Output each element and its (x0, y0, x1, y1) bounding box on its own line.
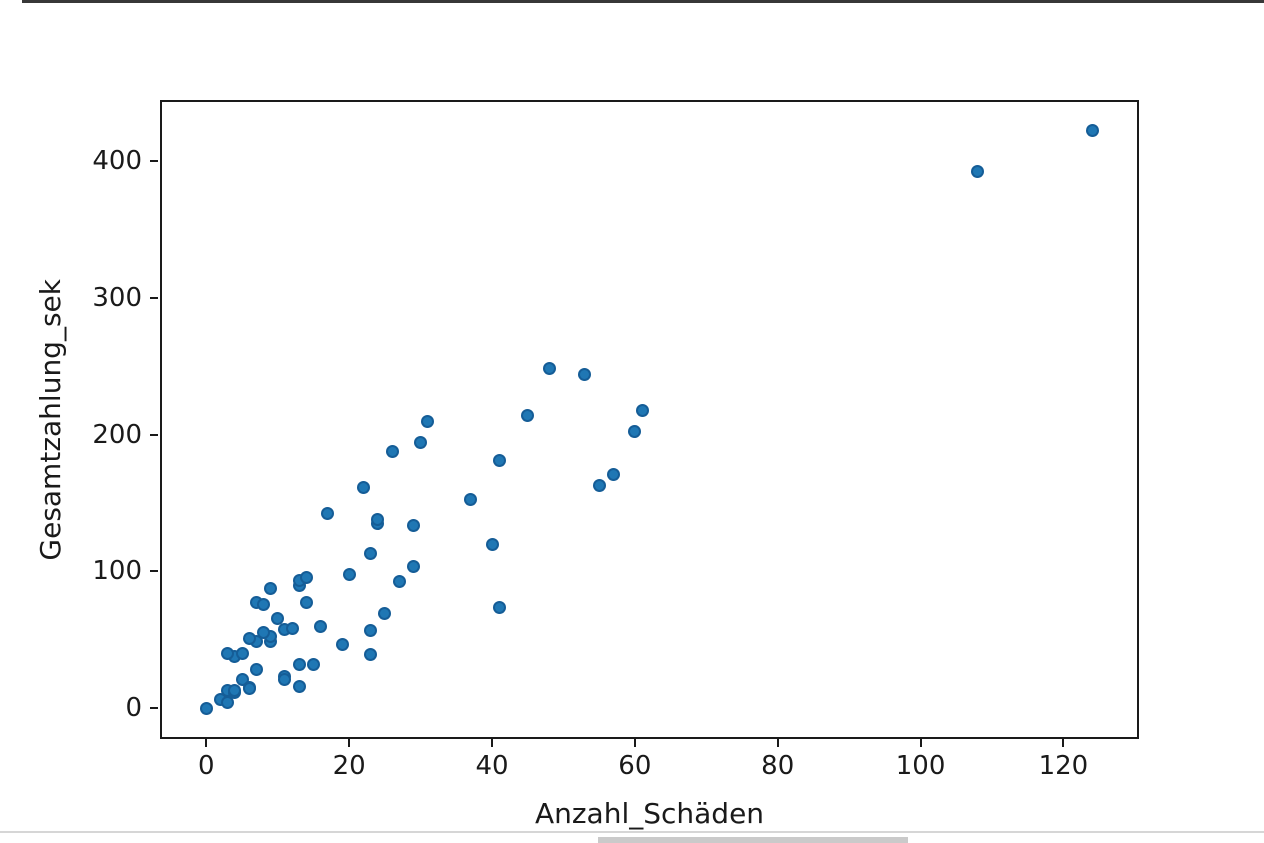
plot-area: 0 20 40 60 80 100 120 0 100 200 300 400 (92, 100, 1139, 781)
x-tick-mark (776, 739, 779, 747)
x-tick-mark (205, 739, 208, 747)
data-point (256, 597, 270, 611)
data-point (378, 607, 392, 621)
y-axis-label-column: Gesamtzahlung_sek (22, 100, 78, 739)
data-point (392, 575, 406, 589)
top-border-line (22, 0, 1264, 3)
y-tick-mark (150, 570, 158, 573)
y-tick-mark (150, 160, 158, 163)
data-point (414, 435, 428, 449)
data-point (306, 657, 320, 671)
data-point (292, 680, 306, 694)
x-tick-mark (919, 739, 922, 747)
bottom-border-line (0, 831, 1264, 833)
y-tick-label: 100 (92, 556, 142, 587)
data-point (406, 559, 420, 573)
x-tick-mark (1062, 739, 1065, 747)
data-point (256, 625, 270, 639)
x-tick-mark (491, 739, 493, 747)
x-tick-label: 20 (332, 751, 366, 781)
data-point (356, 480, 370, 494)
data-point (492, 601, 506, 615)
y-tick-mark (150, 433, 158, 436)
data-point (364, 647, 378, 661)
data-point (299, 571, 313, 585)
data-point (592, 479, 606, 493)
data-point (542, 362, 556, 376)
data-point (228, 684, 242, 698)
data-point (271, 612, 285, 626)
data-point (606, 467, 620, 481)
bottom-edge-bar (598, 837, 908, 843)
x-tick-label: 60 (618, 751, 652, 781)
x-tick-label: 40 (475, 751, 509, 781)
y-axis-label: Gesamtzahlung_sek (33, 278, 67, 561)
y-tick-mark (150, 707, 158, 710)
data-point (314, 620, 328, 634)
data-point (221, 695, 235, 709)
data-point (299, 595, 313, 609)
data-point (385, 445, 399, 459)
data-point (635, 404, 649, 418)
x-tick-mark (348, 739, 351, 747)
data-point (342, 567, 356, 581)
data-point (292, 658, 306, 672)
y-tick-mark (150, 296, 158, 299)
data-point (278, 672, 292, 686)
data-point (364, 623, 378, 637)
data-point (485, 538, 499, 552)
y-tick-label: 200 (92, 419, 142, 450)
y-tick-label: 300 (92, 282, 142, 313)
data-point (199, 701, 213, 715)
x-tick-label: 120 (1038, 751, 1089, 781)
x-tick-mark (633, 739, 636, 747)
data-point (235, 646, 249, 660)
x-tick-label: 100 (895, 751, 946, 781)
y-tick-label: 0 (125, 693, 142, 724)
data-point (371, 513, 385, 527)
data-point (321, 507, 335, 521)
data-point (578, 367, 592, 381)
data-point (406, 519, 420, 533)
data-point (335, 638, 349, 652)
data-point (364, 547, 378, 561)
data-point (971, 164, 985, 178)
y-tick-label: 400 (92, 146, 142, 177)
data-point (628, 424, 642, 438)
data-point (242, 632, 256, 646)
data-point (421, 414, 435, 428)
data-point (285, 622, 299, 636)
x-axis-label: Anzahl_Schäden (534, 797, 765, 830)
data-point (249, 663, 263, 677)
x-tick-label: 0 (198, 751, 215, 781)
x-tick-label: 80 (761, 751, 795, 781)
data-point (521, 409, 535, 423)
data-point (264, 582, 278, 596)
data-point (242, 681, 256, 695)
data-point (221, 647, 235, 661)
data-point (492, 453, 506, 467)
data-point (1085, 124, 1099, 138)
data-point (464, 492, 478, 506)
